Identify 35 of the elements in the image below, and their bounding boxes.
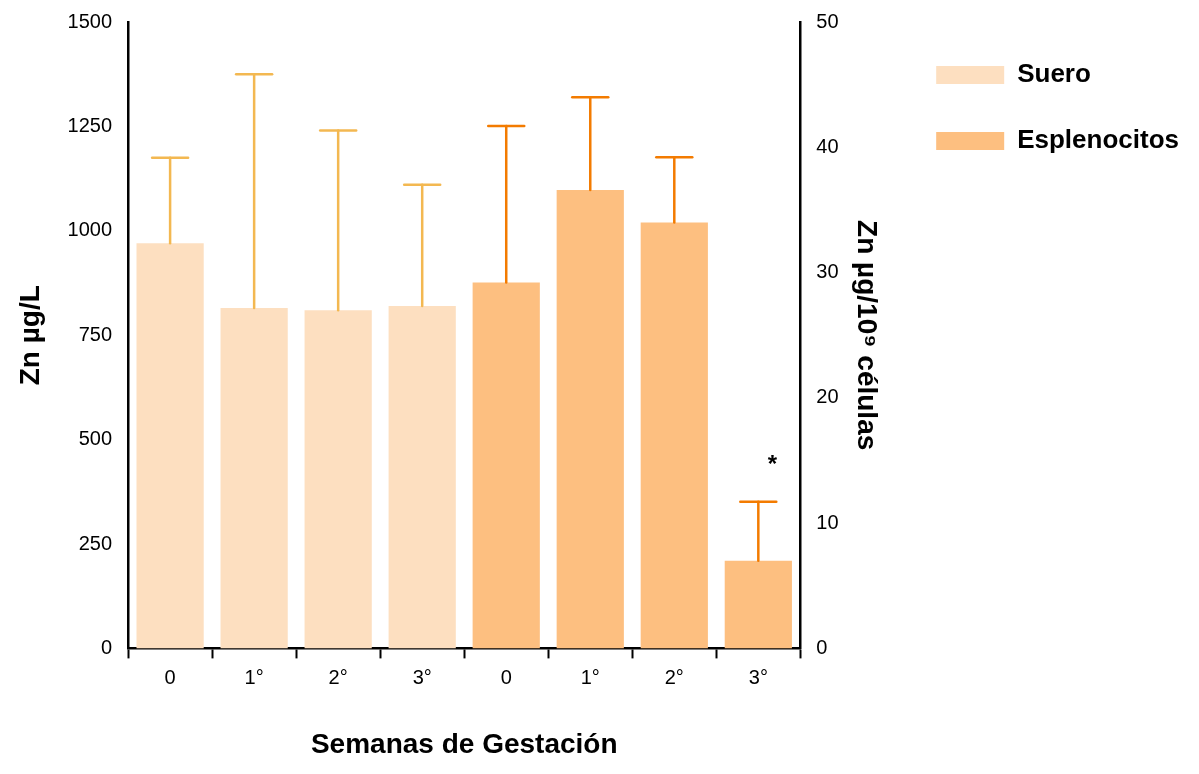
x-tick-label: 1° — [244, 665, 264, 688]
bar — [136, 243, 204, 649]
y-tick-label: 250 — [78, 531, 113, 554]
legend-label: Suero — [1017, 58, 1091, 89]
x-tick-label: 1° — [580, 665, 600, 688]
y-tick-label: 1000 — [67, 218, 113, 241]
x-tick-label: 2° — [328, 665, 348, 688]
x-tick-label: 3° — [412, 665, 432, 688]
y-tick-label: 1500 — [67, 9, 113, 32]
y2-tick-label: 50 — [816, 9, 839, 32]
y-tick-label: 750 — [78, 322, 113, 345]
y-tick-label: 0 — [100, 635, 113, 658]
bar — [388, 305, 456, 649]
x-tick-label: 2° — [664, 665, 684, 688]
y-tick-label: 1250 — [67, 113, 113, 136]
annotation: * — [767, 449, 778, 477]
bar — [724, 560, 792, 649]
y2-tick-label: 20 — [816, 385, 839, 408]
y2-tick-label: 10 — [816, 510, 839, 533]
x-tick-label: 3° — [748, 665, 768, 688]
y-axis-title: Zn µg/L — [13, 285, 45, 386]
y-tick-label: 500 — [78, 427, 113, 450]
bar — [472, 282, 540, 649]
bar — [304, 310, 372, 649]
y2-tick-label: 30 — [816, 260, 839, 283]
bar — [556, 189, 624, 649]
bar — [220, 308, 288, 649]
x-axis-title: Semanas de Gestación — [310, 727, 618, 759]
x-tick-label: 0 — [164, 665, 176, 688]
legend-label: Esplenocitos — [1017, 124, 1180, 155]
y2-tick-label: 40 — [816, 134, 839, 157]
y2-tick-label: 0 — [816, 635, 828, 658]
x-tick-label: 0 — [500, 665, 512, 688]
bar — [640, 222, 708, 649]
y2-axis-title: Zn µg/10⁹ células — [851, 220, 883, 451]
